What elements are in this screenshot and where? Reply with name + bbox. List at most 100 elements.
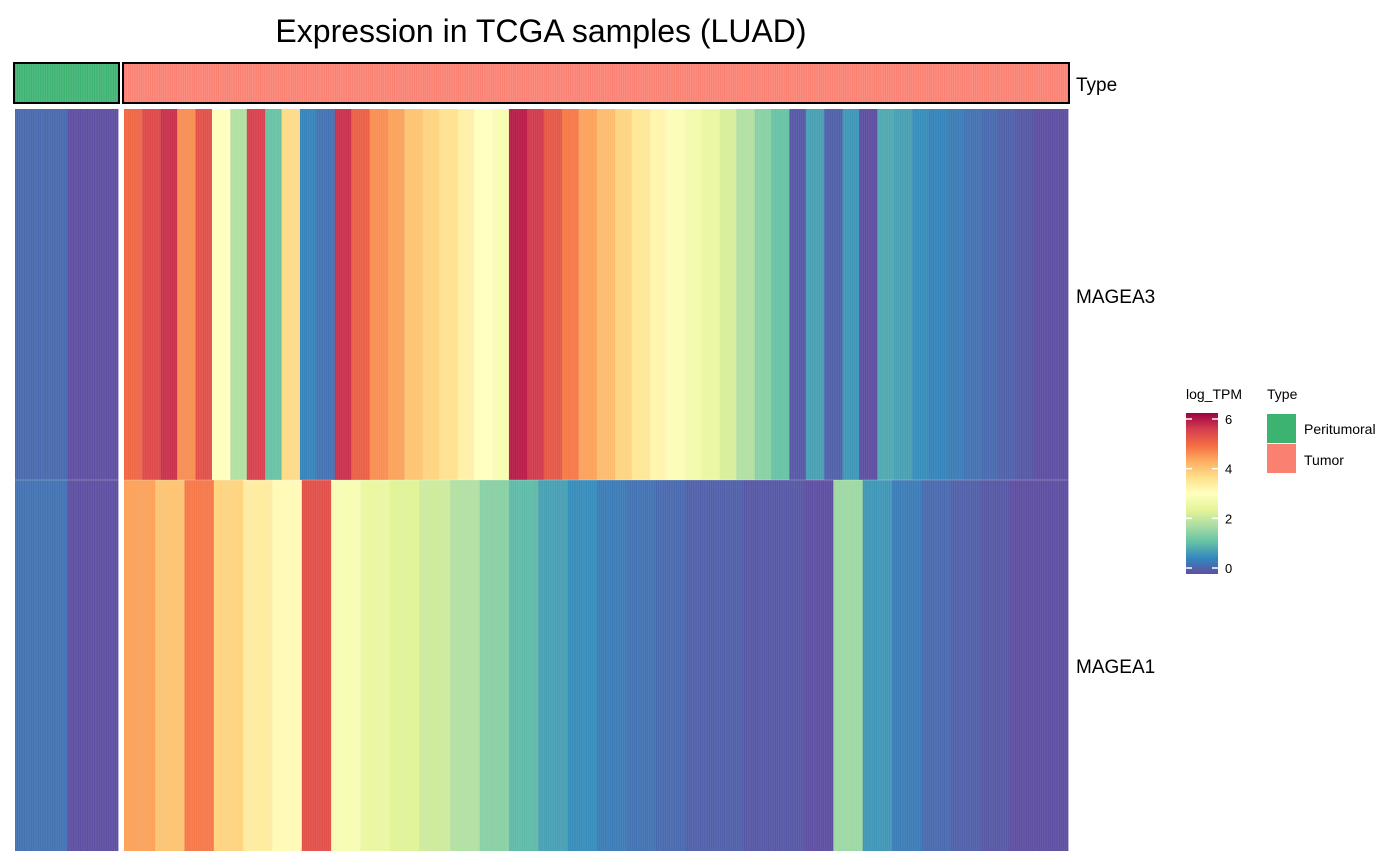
heatmap-cell: [182, 109, 185, 480]
heatmap-cell: [490, 480, 493, 851]
heatmap-cell: [1005, 480, 1008, 851]
heatmap-cell: [565, 480, 568, 851]
heatmap-cell: [794, 109, 798, 480]
heatmap-cell: [354, 480, 358, 851]
heatmap-cell: [100, 109, 103, 480]
heatmap-cell: [835, 480, 838, 851]
heatmap-cell: [818, 480, 821, 851]
heatmap-cell: [444, 109, 448, 480]
heatmap-cell: [413, 480, 416, 851]
heatmap-cell: [393, 109, 396, 480]
type-legend: Type Peritumoral Tumor: [1267, 386, 1376, 473]
heatmap-cell: [382, 480, 385, 851]
heatmap-cell: [343, 480, 347, 851]
heatmap-cell: [686, 480, 689, 851]
heatmap-cell: [659, 109, 662, 480]
heatmap-cell: [648, 480, 651, 851]
heatmap-cell: [791, 109, 794, 480]
heatmap-cell: [787, 109, 790, 480]
heatmap-cell-dividers: [125, 109, 1067, 480]
heatmap-cell: [166, 109, 169, 480]
heatmap-cell: [189, 109, 193, 480]
heatmap-cell: [15, 480, 18, 851]
heatmap-cell: [340, 480, 343, 851]
heatmap-cell: [244, 480, 248, 851]
heatmap-cell: [274, 480, 277, 851]
heatmap-cell: [934, 480, 937, 851]
heatmap-cell: [365, 480, 369, 851]
heatmap-cell: [472, 109, 475, 480]
heatmap-cell: [320, 109, 323, 480]
heatmap-cell: [252, 480, 255, 851]
heatmap-cell: [1027, 109, 1030, 480]
heatmap-cell: [675, 109, 678, 480]
heatmap-cell: [813, 480, 816, 851]
heatmap-cell: [375, 480, 378, 851]
heatmap-cell: [435, 480, 438, 851]
heatmap-cell: [232, 480, 235, 851]
heatmap-cell: [140, 480, 143, 851]
heatmap-cell: [917, 109, 920, 480]
colorbar-gradient: [1186, 413, 1218, 574]
heatmap-cell: [360, 480, 363, 851]
heatmap-cell: [895, 480, 898, 851]
heatmap-cell: [149, 109, 152, 480]
heatmap-cell: [439, 480, 442, 851]
heatmap-cell: [228, 109, 231, 480]
heatmap-cell: [95, 109, 98, 480]
heatmap-cell: [430, 480, 433, 851]
heatmap-cell: [162, 109, 165, 480]
heatmap-cell: [334, 480, 338, 851]
heatmap-cell: [1060, 480, 1063, 851]
heatmap-cell: [826, 109, 829, 480]
heatmap-cell: [899, 480, 902, 851]
heatmap-cell: [556, 480, 559, 851]
heatmap-cell: [371, 480, 374, 851]
heatmap-cell: [413, 109, 416, 480]
heatmap-cell: [915, 109, 919, 480]
heatmap-cell: [376, 109, 380, 480]
heatmap-cell: [983, 480, 986, 851]
heatmap-cell: [18, 480, 21, 851]
heatmap-cell: [332, 480, 336, 851]
heatmap-cell: [816, 109, 820, 480]
heatmap-cell: [1016, 480, 1019, 851]
heatmap-cell: [666, 109, 669, 480]
heatmap-cell: [540, 109, 543, 480]
heatmap-cell: [523, 109, 526, 480]
heatmap-cell: [213, 480, 217, 851]
heatmap-cell: [276, 109, 279, 480]
heatmap-cell: [100, 480, 103, 851]
heatmap-cell: [51, 480, 54, 851]
heatmap-cell: [1031, 480, 1034, 851]
heatmap-cell: [802, 109, 805, 480]
heatmap-cell: [378, 480, 382, 851]
heatmap-cell: [980, 480, 983, 851]
heatmap-cell: [208, 109, 211, 480]
heatmap-cell: [712, 480, 715, 851]
heatmap-cell: [397, 109, 400, 480]
heatmap-row-magea3: [15, 109, 1069, 480]
heatmap-cell: [496, 480, 499, 851]
heatmap-cell: [727, 480, 730, 851]
heatmap-cell: [255, 480, 259, 851]
heatmap-cell: [743, 480, 746, 851]
heatmap-cell: [736, 480, 739, 851]
heatmap-cell: [307, 109, 310, 480]
heatmap-cell: [945, 480, 948, 851]
heatmap-cell: [877, 109, 880, 480]
heatmap-cell: [569, 109, 572, 480]
heatmap-cell: [514, 109, 517, 480]
heatmap-cell: [189, 480, 193, 851]
heatmap-cell: [127, 480, 130, 851]
heatmap-cell: [270, 480, 273, 851]
heatmap-cell: [35, 480, 39, 851]
heatmap-cell: [640, 480, 644, 851]
heatmap-cell: [455, 109, 458, 480]
heatmap-cell: [668, 480, 671, 851]
heatmap-cell: [235, 480, 239, 851]
heatmap-cell: [606, 480, 609, 851]
heatmap-cell: [63, 480, 67, 851]
heatmap-cell: [474, 480, 477, 851]
heatmap-cell: [305, 480, 308, 851]
